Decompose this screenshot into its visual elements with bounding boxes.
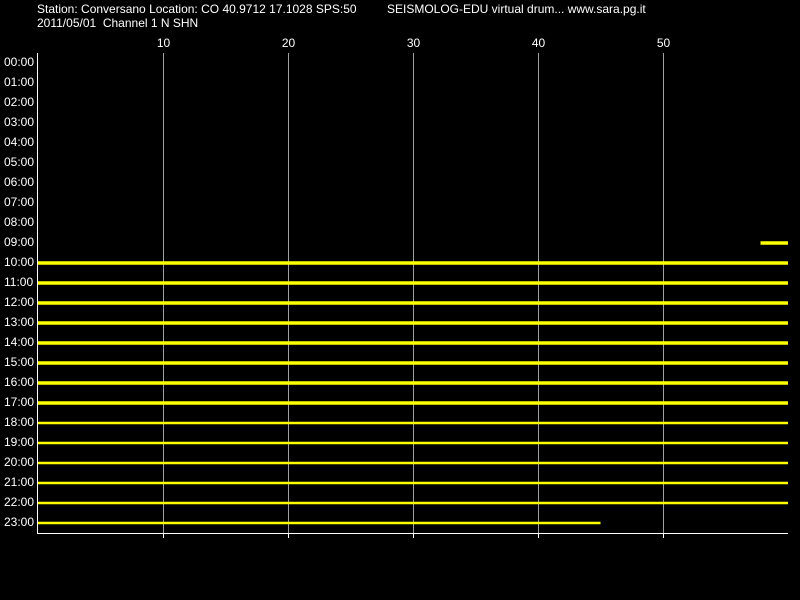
x-tick-label: 40 (532, 36, 546, 50)
row-label: 07:00 (4, 195, 34, 209)
row-label: 06:00 (4, 175, 34, 189)
row-label: 20:00 (4, 455, 34, 469)
row-label: 00:00 (4, 55, 34, 69)
chart-title: Station: Conversano Location: CO 40.9712… (37, 2, 357, 16)
row-label: 15:00 (4, 355, 34, 369)
row-label: 14:00 (4, 335, 34, 349)
row-label: 13:00 (4, 315, 34, 329)
row-label: 23:00 (4, 515, 34, 529)
row-label: 05:00 (4, 155, 34, 169)
x-tick-label: 20 (282, 36, 296, 50)
row-label: 10:00 (4, 255, 34, 269)
row-label: 22:00 (4, 495, 34, 509)
row-label: 17:00 (4, 395, 34, 409)
row-label: 18:00 (4, 415, 34, 429)
row-label: 03:00 (4, 115, 34, 129)
row-label: 01:00 (4, 75, 34, 89)
x-tick-label: 10 (157, 36, 171, 50)
row-label: 21:00 (4, 475, 34, 489)
annotation: SEISMOLOG-EDU virtual drum... www.sara.p… (387, 2, 646, 16)
row-label: 04:00 (4, 135, 34, 149)
row-label: 02:00 (4, 95, 34, 109)
row-label: 12:00 (4, 295, 34, 309)
x-tick-label: 50 (657, 36, 671, 50)
chart-subtitle: 2011/05/01 Channel 1 N SHN (37, 16, 198, 30)
x-tick-label: 30 (407, 36, 421, 50)
row-label: 11:00 (4, 275, 33, 289)
row-label: 09:00 (4, 235, 34, 249)
row-label: 16:00 (4, 375, 34, 389)
row-label: 19:00 (4, 435, 34, 449)
row-label: 08:00 (4, 215, 34, 229)
